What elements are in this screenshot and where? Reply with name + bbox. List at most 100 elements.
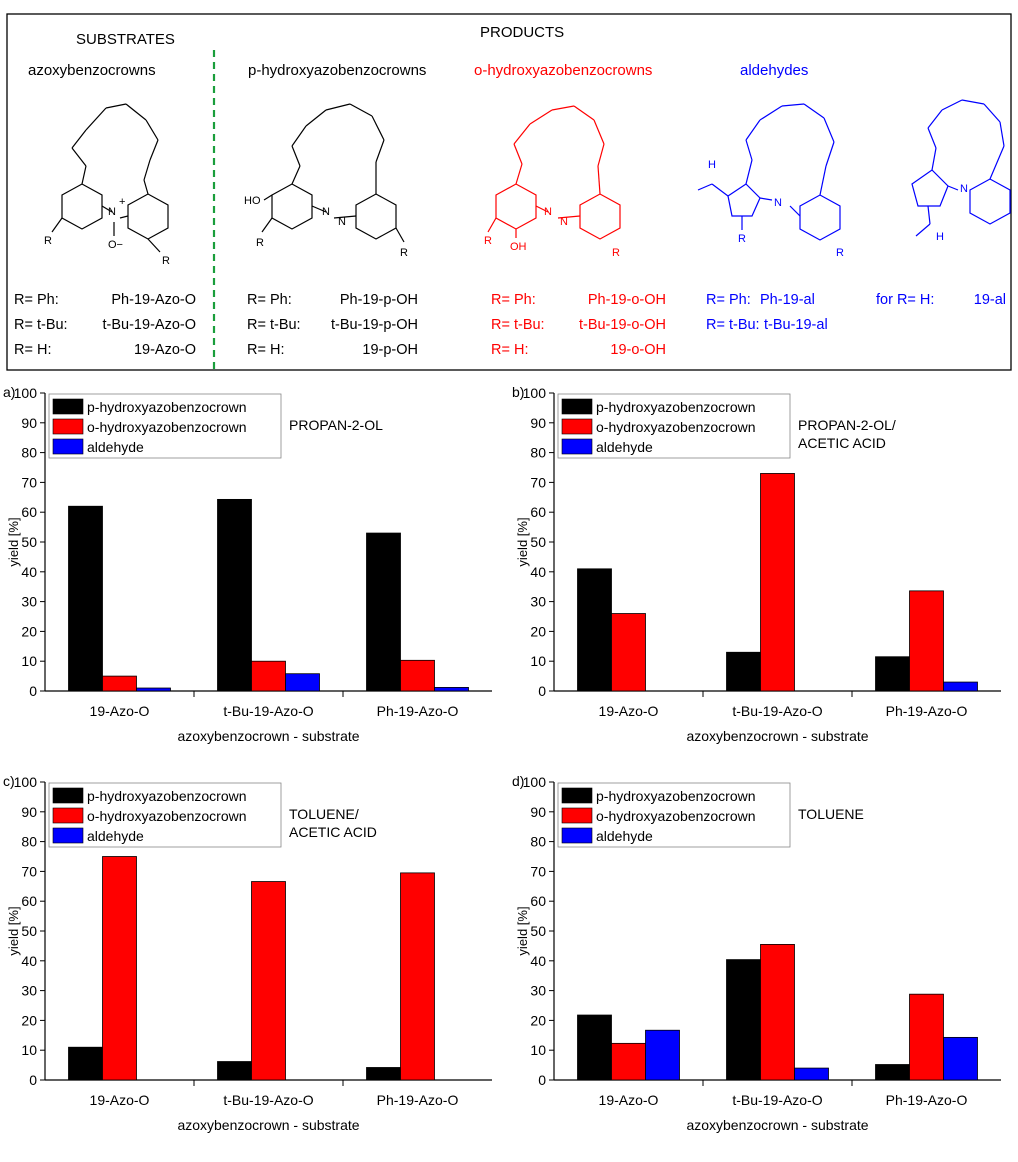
legend-label: p-hydroxyazobenzocrown [87, 399, 247, 415]
y-tick-label: 80 [530, 834, 546, 850]
naming-azoxy: R= Ph: Ph-19-Azo-O R= t-Bu: t-Bu-19-Azo-… [14, 292, 196, 358]
substrates-heading: SUBSTRATES [76, 31, 175, 48]
y-tick-label: 30 [530, 594, 546, 610]
bar-p-hydroxyazobenzocrown [726, 651, 761, 692]
y-tick-label: 30 [21, 983, 37, 999]
solvent-annotation: PROPAN-2-OL [289, 417, 383, 433]
y-tick-label: 60 [530, 893, 546, 909]
legend-swatch [52, 807, 84, 824]
o-r-left: R [484, 235, 492, 247]
bar-aldehyde [943, 681, 978, 692]
aldehyde-structure-r [697, 103, 841, 241]
bar-p-hydroxyazobenzocrown [217, 498, 252, 692]
y-tick-label: 70 [530, 863, 546, 879]
y-tick-label: 80 [21, 445, 37, 461]
bar-o-hydroxyazobenzocrown [251, 660, 286, 692]
o-r-tbu: R= t-Bu: [491, 317, 545, 333]
heading-p-hydroxyazobenzocrowns: p-hydroxyazobenzocrowns [248, 62, 426, 79]
y-tick-label: 40 [530, 564, 546, 580]
o-r-h: R= H: [491, 342, 528, 358]
x-tick-label: 19-Azo-O [90, 1092, 150, 1108]
legend-label: p-hydroxyazobenzocrown [596, 788, 756, 804]
azoxy-name-h: 19-Azo-O [134, 342, 196, 358]
y-tick-label: 70 [21, 863, 37, 879]
p-ho-label: HO [244, 195, 261, 207]
bar-p-hydroxyazobenzocrown [68, 505, 103, 692]
al-r-right: R [836, 247, 844, 259]
legend-swatch [52, 827, 84, 844]
x-axis-label: azoxybenzocrown - substrate [686, 1117, 868, 1133]
y-tick-label: 30 [21, 594, 37, 610]
chart-c: c) 0 10 20 30 40 50 60 70 80 90 100 yield [%] 19-Azo-… [3, 773, 492, 1133]
legend-swatch [561, 438, 593, 455]
legend-swatch [52, 398, 84, 415]
al-r-h: for R= H: [876, 292, 934, 308]
y-axis-label: yield [%] [515, 906, 530, 955]
naming-aldehydes: R= Ph: Ph-19-al R= t-Bu: t-Bu-19-al for … [706, 292, 1006, 333]
legend-swatch [561, 398, 593, 415]
y-tick-label: 20 [21, 623, 37, 639]
y-tick-label: 100 [14, 774, 38, 790]
y-tick-label: 100 [523, 385, 547, 401]
legend-swatch [561, 418, 593, 435]
legend-swatch [561, 827, 593, 844]
azoxy-name-ph: Ph-19-Azo-O [111, 292, 196, 308]
p-name-tbu: t-Bu-19-p-OH [331, 317, 418, 333]
y-tick-label: 40 [530, 953, 546, 969]
o-n2-label: N [560, 216, 568, 228]
x-axis-label: azoxybenzocrown - substrate [686, 728, 868, 744]
legend-swatch [52, 787, 84, 804]
y-tick-label: 0 [538, 1072, 546, 1088]
o-name-h: 19-o-OH [610, 342, 666, 358]
naming-o-hydroxy: R= Ph: Ph-19-o-OH R= t-Bu: t-Bu-19-o-OH … [491, 292, 666, 358]
legend-label: aldehyde [596, 439, 653, 455]
legend-box [557, 782, 791, 848]
legend-label: o-hydroxyazobenzocrown [87, 808, 247, 824]
legend-box [48, 393, 282, 459]
y-tick-label: 80 [21, 834, 37, 850]
bar-p-hydroxyazobenzocrown [68, 1046, 103, 1081]
p-n-label: N [322, 206, 330, 218]
panel-label: d) [512, 773, 524, 789]
y-tick-label: 0 [29, 1072, 37, 1088]
bar-o-hydroxyazobenzocrown [400, 659, 435, 692]
x-tick-label: Ph-19-Azo-O [377, 1092, 459, 1108]
x-tick-label: Ph-19-Azo-O [377, 703, 459, 719]
panel-label: b) [512, 384, 524, 400]
o-name-tbu: t-Bu-19-o-OH [579, 317, 666, 333]
p-hydroxyazobenzocrown-structure [261, 103, 405, 243]
products-heading: PRODUCTS [480, 24, 564, 41]
x-tick-label: Ph-19-Azo-O [886, 703, 968, 719]
x-tick-label: 19-Azo-O [599, 703, 659, 719]
azoxybenzocrown-structure [51, 103, 169, 253]
o-r-ph: R= Ph: [491, 292, 536, 308]
y-tick-label: 60 [21, 893, 37, 909]
legend-box [557, 393, 791, 459]
chart-b: b) 0 10 20 30 40 50 60 70 80 90 100 yield [%] 19-Azo-… [512, 384, 1001, 744]
azoxy-name-tbu: t-Bu-19-Azo-O [103, 317, 196, 333]
p-name-h: 19-p-OH [362, 342, 418, 358]
al-name-ph: Ph-19-al [760, 292, 815, 308]
bar-p-hydroxyazobenzocrown [366, 1067, 401, 1081]
bar-o-hydroxyazobenzocrown [102, 856, 137, 1081]
y-tick-label: 50 [530, 923, 546, 939]
y-tick-label: 20 [530, 623, 546, 639]
bar-p-hydroxyazobenzocrown [726, 959, 761, 1081]
p-name-ph: Ph-19-p-OH [340, 292, 418, 308]
bar-o-hydroxyazobenzocrown [760, 473, 795, 692]
azoxy-r-ph: R= Ph: [14, 292, 59, 308]
y-tick-label: 50 [21, 923, 37, 939]
p-r-left: R [256, 237, 264, 249]
scheme-frame [6, 13, 1012, 371]
bar-p-hydroxyazobenzocrown [875, 656, 910, 692]
bar-aldehyde [645, 1029, 680, 1081]
y-axis-label: yield [%] [6, 906, 21, 955]
o-name-ph: Ph-19-o-OH [588, 292, 666, 308]
y-tick-label: 60 [530, 504, 546, 520]
solvent-annotation: TOLUENE/ [289, 806, 359, 822]
legend-box [48, 782, 282, 848]
y-tick-label: 90 [21, 415, 37, 431]
bar-aldehyde [943, 1036, 978, 1081]
azoxy-n-label: N [108, 206, 116, 218]
x-axis-label: azoxybenzocrown - substrate [177, 1117, 359, 1133]
